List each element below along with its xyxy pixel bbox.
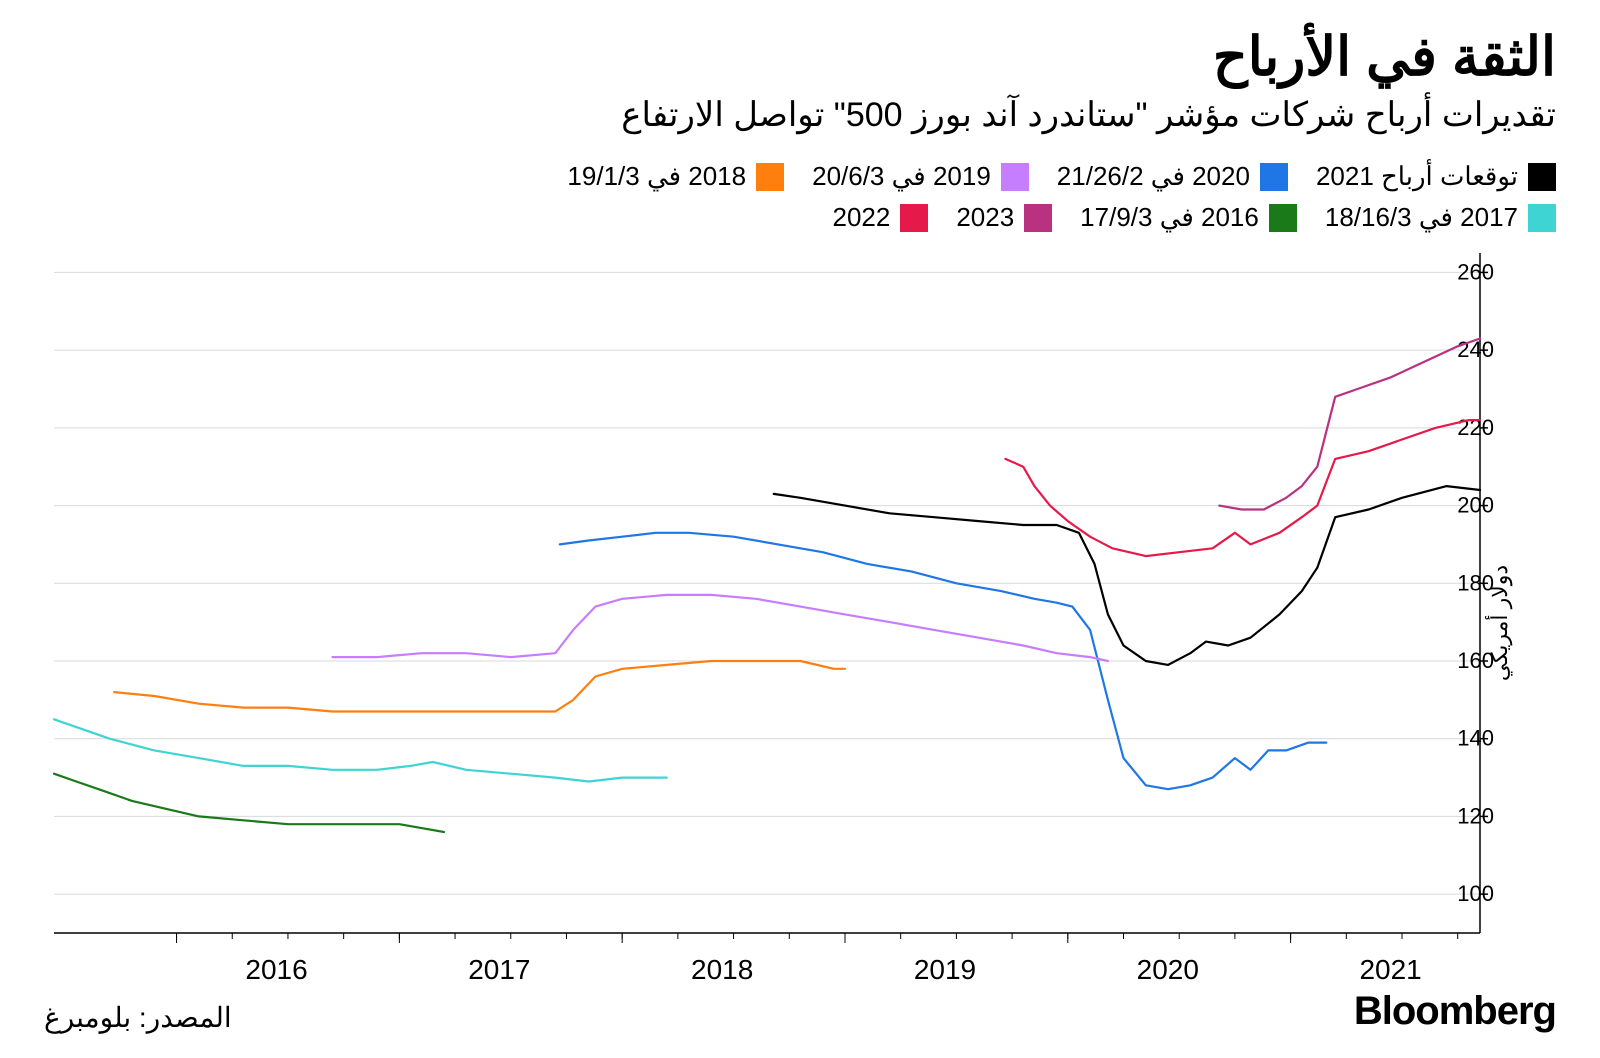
legend-swatch xyxy=(1260,163,1288,191)
legend-swatch xyxy=(900,204,928,232)
legend-label: 2017 في 18/16/3 xyxy=(1325,202,1518,233)
series-s2016 xyxy=(54,774,444,832)
line-chart-svg: 1001201401601802002202402602016201720182… xyxy=(44,253,1556,993)
source-label: المصدر: بلومبرغ xyxy=(44,1001,232,1034)
legend-label: 2023 xyxy=(956,202,1014,233)
chart-subtitle: تقديرات أرباح شركات مؤشر "ستاندرد آند بو… xyxy=(44,95,1556,135)
series-s2019 xyxy=(333,595,1108,661)
chart-title: الثقة في الأرباح xyxy=(44,28,1556,87)
svg-text:2017: 2017 xyxy=(468,954,530,985)
chart-area: 1001201401601802002202402602016201720182… xyxy=(44,253,1556,993)
y-axis-label: دولار أمريكي xyxy=(1487,565,1513,681)
svg-text:2016: 2016 xyxy=(245,954,307,985)
legend-label: 2020 في 21/26/2 xyxy=(1057,161,1250,192)
legend-item: 2018 في 19/1/3 xyxy=(567,161,784,192)
legend-item: 2017 في 18/16/3 xyxy=(1325,202,1556,233)
legend-swatch xyxy=(1001,163,1029,191)
series-s2023 xyxy=(1219,339,1480,510)
legend: توقعات أرباح 2021 2020 في 21/26/2 2019 في … xyxy=(44,161,1556,233)
legend-item: 2023 xyxy=(956,202,1052,233)
legend-swatch xyxy=(1024,204,1052,232)
legend-label: 2018 في 19/1/3 xyxy=(567,161,746,192)
svg-text:120: 120 xyxy=(1457,804,1494,829)
svg-text:260: 260 xyxy=(1457,260,1494,285)
legend-item: 2022 xyxy=(832,202,928,233)
legend-label: 2016 في 17/9/3 xyxy=(1080,202,1259,233)
legend-item: توقعات أرباح 2021 xyxy=(1316,161,1556,192)
svg-text:2018: 2018 xyxy=(691,954,753,985)
svg-text:2020: 2020 xyxy=(1137,954,1199,985)
legend-swatch xyxy=(1528,204,1556,232)
legend-label: 2022 xyxy=(832,202,890,233)
legend-swatch xyxy=(1528,163,1556,191)
svg-text:2021: 2021 xyxy=(1359,954,1421,985)
legend-item: 2019 في 20/6/3 xyxy=(812,161,1029,192)
legend-swatch xyxy=(1269,204,1297,232)
series-s2022 xyxy=(1005,420,1480,556)
svg-text:140: 140 xyxy=(1457,726,1494,751)
svg-text:2019: 2019 xyxy=(914,954,976,985)
legend-label: توقعات أرباح 2021 xyxy=(1316,161,1518,192)
legend-swatch xyxy=(756,163,784,191)
svg-text:100: 100 xyxy=(1457,882,1494,907)
legend-item: 2020 في 21/26/2 xyxy=(1057,161,1288,192)
brand-logo: Bloomberg xyxy=(1354,989,1556,1034)
legend-label: 2019 في 20/6/3 xyxy=(812,161,991,192)
legend-item: 2016 في 17/9/3 xyxy=(1080,202,1297,233)
series-s2017 xyxy=(54,720,667,782)
svg-text:220: 220 xyxy=(1457,415,1494,440)
series-s2021 xyxy=(774,486,1480,665)
svg-text:200: 200 xyxy=(1457,493,1494,518)
series-s2018 xyxy=(114,661,845,712)
